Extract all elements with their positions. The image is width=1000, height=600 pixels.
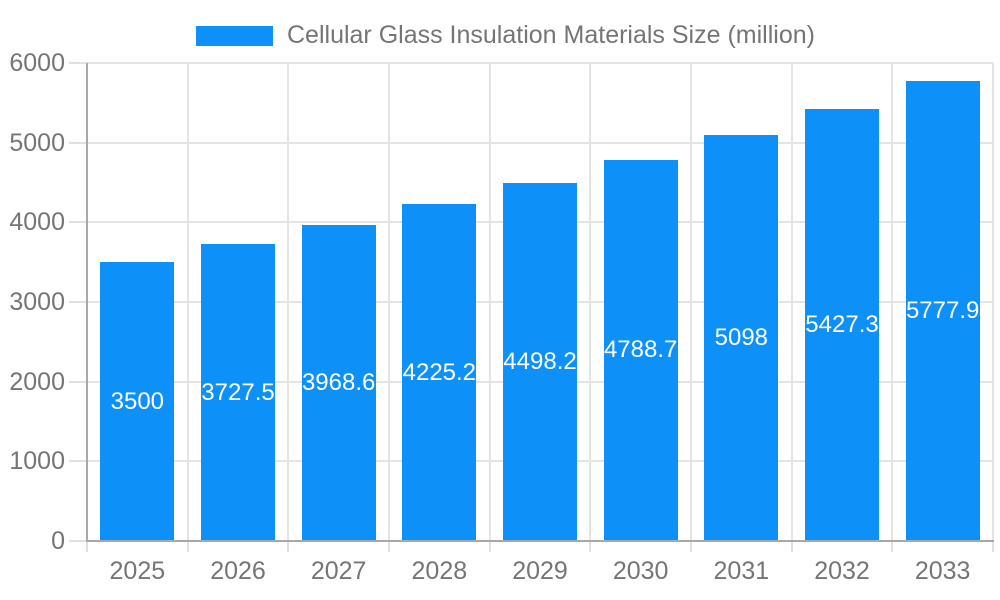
x-axis-label: 2030 [612, 557, 669, 585]
y-axis-tick [69, 62, 87, 64]
legend-item[interactable]: Cellular Glass Insulation Materials Size… [196, 23, 815, 48]
horizontal-gridline [87, 141, 993, 144]
bar[interactable] [805, 108, 879, 541]
vertical-gridline [891, 63, 894, 541]
y-axis-label: 3000 [9, 288, 65, 316]
bar[interactable] [100, 262, 175, 541]
vertical-gridline [690, 63, 692, 541]
x-axis-tick [86, 541, 88, 552]
x-axis-tick [488, 541, 491, 552]
legend-label: Cellular Glass Insulation Materials Size… [287, 21, 815, 49]
x-axis-label: 2033 [914, 557, 971, 585]
y-axis-tick [69, 141, 87, 144]
x-axis-tick [992, 541, 994, 552]
x-axis-line [86, 540, 994, 542]
bar-value-label: 5098 [714, 323, 769, 351]
x-axis-tick [388, 541, 390, 552]
bar[interactable] [201, 244, 275, 541]
bar[interactable] [402, 204, 477, 541]
y-axis-label: 4000 [9, 208, 65, 237]
y-axis-label: 6000 [9, 49, 65, 77]
y-axis-tick [69, 301, 87, 303]
vertical-gridline [186, 63, 189, 541]
bar-value-label: 5777.9 [905, 296, 980, 324]
vertical-gridline [992, 63, 994, 541]
bar-value-label: 3500 [110, 387, 165, 415]
bar[interactable] [704, 134, 779, 541]
vertical-gridline [589, 63, 592, 541]
y-axis-tick [69, 380, 87, 383]
horizontal-gridline [87, 62, 993, 64]
bar-value-label: 3727.5 [201, 378, 275, 406]
x-axis-tick [287, 541, 290, 552]
x-axis-label: 2025 [109, 557, 166, 585]
bar-value-label: 4225.2 [402, 358, 477, 386]
bar[interactable] [301, 224, 376, 541]
bar[interactable] [905, 80, 980, 541]
x-axis-tick [186, 541, 189, 552]
y-axis-tick [69, 221, 87, 224]
legend-color-swatch [196, 25, 273, 46]
bar-value-label: 4498.2 [503, 347, 577, 375]
x-axis-label: 2026 [210, 557, 266, 585]
vertical-gridline [790, 63, 793, 541]
x-axis-label: 2027 [310, 557, 367, 585]
x-axis-tick [690, 541, 692, 552]
bar[interactable] [503, 182, 577, 541]
bar-value-label: 4788.7 [603, 336, 678, 364]
y-axis-line [86, 63, 88, 542]
vertical-gridline [287, 63, 290, 541]
vertical-gridline [388, 63, 390, 541]
y-axis-label: 2000 [9, 367, 65, 396]
x-axis-label: 2032 [814, 557, 870, 585]
bar-value-label: 3968.6 [301, 368, 376, 396]
y-axis-tick [69, 460, 87, 463]
x-axis-tick [891, 541, 894, 552]
x-axis-label: 2031 [713, 557, 770, 585]
y-axis-label: 1000 [9, 447, 65, 476]
bar-value-label: 5427.3 [805, 310, 879, 338]
y-axis-tick [69, 540, 87, 542]
x-axis-tick [589, 541, 592, 552]
y-axis-label: 5000 [9, 128, 65, 157]
bar[interactable] [603, 159, 678, 541]
x-axis-tick [790, 541, 793, 552]
vertical-gridline [488, 63, 491, 541]
x-axis-label: 2029 [512, 557, 568, 585]
x-axis-label: 2028 [411, 557, 468, 585]
y-axis-label: 0 [51, 527, 65, 555]
